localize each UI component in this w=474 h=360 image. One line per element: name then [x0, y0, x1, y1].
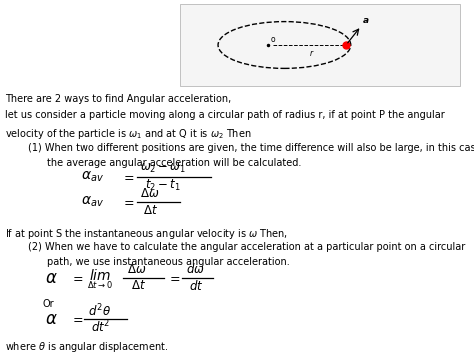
- Text: $d\omega$: $d\omega$: [186, 262, 205, 276]
- Text: $\alpha_{av}$: $\alpha_{av}$: [81, 194, 103, 209]
- Text: $t_2 - t_1$: $t_2 - t_1$: [145, 178, 180, 193]
- Text: (2) When we have to calculate the angular acceleration at a particular point on : (2) When we have to calculate the angula…: [28, 242, 465, 252]
- Text: where $\theta$ is angular displacement.: where $\theta$ is angular displacement.: [5, 340, 168, 354]
- Text: $\Delta t$: $\Delta t$: [131, 279, 146, 292]
- Text: If at point S the instantaneous angular velocity is $\omega$ Then,: If at point S the instantaneous angular …: [5, 228, 288, 242]
- Text: $d^2\theta$: $d^2\theta$: [88, 302, 111, 319]
- Text: There are 2 ways to find Angular acceleration,: There are 2 ways to find Angular acceler…: [5, 94, 231, 104]
- Text: $=$: $=$: [167, 271, 181, 284]
- Text: path, we use instantaneous angular acceleration.: path, we use instantaneous angular accel…: [47, 257, 290, 267]
- Text: the average angular acceleration will be calculated.: the average angular acceleration will be…: [47, 158, 302, 168]
- Text: $\alpha_{av}$: $\alpha_{av}$: [81, 170, 103, 184]
- Text: $\omega_2 - \omega_1$: $\omega_2 - \omega_1$: [140, 162, 186, 175]
- Text: o: o: [270, 35, 275, 44]
- Text: $=$: $=$: [121, 195, 135, 208]
- Text: r: r: [310, 49, 313, 58]
- FancyBboxPatch shape: [180, 4, 460, 86]
- Text: $lim$: $lim$: [89, 268, 111, 283]
- Text: $dt^2$: $dt^2$: [91, 319, 110, 336]
- Text: $=$: $=$: [70, 312, 84, 325]
- Text: $\alpha$: $\alpha$: [45, 310, 58, 328]
- Text: $\Delta\omega$: $\Delta\omega$: [127, 263, 146, 276]
- Text: (1) When two different positions are given, the time difference will also be lar: (1) When two different positions are giv…: [28, 143, 474, 153]
- Text: $\Delta\omega$: $\Delta\omega$: [140, 187, 159, 200]
- Text: let us consider a particle moving along a circular path of radius r, if at point: let us consider a particle moving along …: [5, 110, 445, 120]
- Text: $=$: $=$: [70, 271, 84, 284]
- Text: a: a: [363, 16, 369, 25]
- Text: $=$: $=$: [121, 170, 135, 183]
- Text: $\alpha$: $\alpha$: [45, 269, 58, 287]
- Text: $\Delta t \rightarrow 0$: $\Delta t \rightarrow 0$: [87, 279, 113, 290]
- Text: $dt$: $dt$: [189, 279, 203, 293]
- Text: Or: Or: [43, 299, 55, 309]
- Text: velocity of the particle is $\omega_1$ and at Q it is $\omega_2$ Then: velocity of the particle is $\omega_1$ a…: [5, 127, 251, 141]
- Text: $\Delta t$: $\Delta t$: [143, 203, 158, 216]
